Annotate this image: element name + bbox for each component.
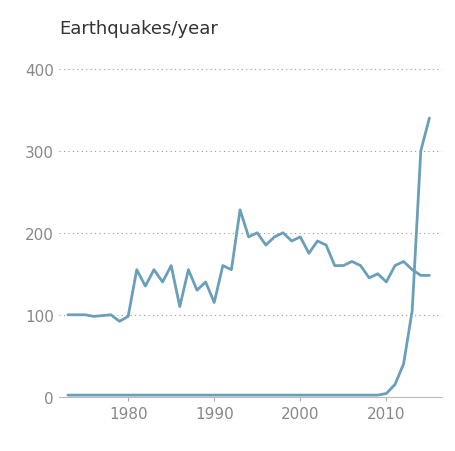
Text: Earthquakes/year: Earthquakes/year <box>59 20 217 38</box>
